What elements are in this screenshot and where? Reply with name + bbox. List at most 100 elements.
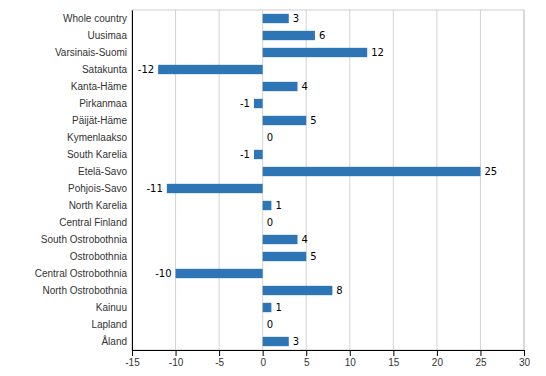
bars <box>158 14 480 346</box>
y-tick: Central Ostrobothnia <box>35 268 132 279</box>
data-label: 3 <box>293 13 299 24</box>
bar <box>263 286 333 295</box>
x-tick-mark <box>132 350 133 356</box>
x-tick: 15 <box>388 350 400 368</box>
bar <box>263 31 315 40</box>
x-tick-mark <box>263 350 264 356</box>
y-tick-label: Kanta-Häme <box>71 81 128 92</box>
y-axis-line <box>132 11 133 351</box>
y-tick-label: Kainuu <box>96 302 127 313</box>
x-tick: 0 <box>260 350 266 368</box>
bar <box>263 14 289 23</box>
x-axis: -15 -10 -5 0 5 10 15 20 25 30 <box>125 350 530 368</box>
bar <box>263 167 481 176</box>
data-label: 1 <box>275 302 281 313</box>
x-tick: 30 <box>519 350 531 368</box>
x-tick: -5 <box>215 350 224 368</box>
x-tick-label: -5 <box>215 357 224 368</box>
bar <box>254 99 263 108</box>
y-tick-label: Etelä-Savo <box>78 166 127 177</box>
bar <box>263 235 298 244</box>
y-tick-label: Pirkanmaa <box>79 98 127 109</box>
y-tick-label: Satakunta <box>82 64 127 75</box>
y-tick: Kanta-Häme <box>71 81 132 92</box>
grid-line <box>219 10 220 350</box>
x-tick-label: 15 <box>388 357 400 368</box>
y-tick: North Ostrobothnia <box>43 285 133 296</box>
data-label: -11 <box>147 183 163 194</box>
y-tick: Uusimaa <box>88 30 132 41</box>
grid-line <box>480 10 481 350</box>
data-label: -10 <box>155 268 171 279</box>
y-tick-label: North Karelia <box>69 200 128 211</box>
y-tick-label: Varsinais-Suomi <box>55 47 127 58</box>
x-tick-label: 5 <box>304 357 310 368</box>
y-tick: Kymenlaakso <box>67 132 132 143</box>
data-label: 4 <box>302 234 308 245</box>
bar <box>254 150 263 159</box>
x-tick-label: 25 <box>475 357 487 368</box>
data-label: -12 <box>138 64 154 75</box>
y-tick: Ostrobothnia <box>70 251 132 262</box>
y-tick-label: Åland <box>101 335 127 347</box>
x-tick-label: 20 <box>432 357 444 368</box>
bar <box>263 303 272 312</box>
y-tick: North Karelia <box>69 200 132 211</box>
y-tick-label: Central Ostrobothnia <box>35 268 128 279</box>
bar <box>263 116 307 125</box>
y-tick: Pohjois-Savo <box>68 183 132 194</box>
bar <box>167 184 263 193</box>
grid-line <box>262 10 263 350</box>
grid <box>132 10 524 350</box>
data-label: 3 <box>293 336 299 347</box>
x-tick-label: -15 <box>125 357 140 368</box>
y-tick: Whole country <box>63 13 132 24</box>
bar <box>262 218 263 227</box>
x-tick-mark <box>176 350 177 356</box>
data-label: 5 <box>310 251 316 262</box>
x-tick: 10 <box>345 350 357 368</box>
x-tick: -15 <box>125 350 140 368</box>
y-tick: Etelä-Savo <box>78 166 132 177</box>
bar <box>263 82 298 91</box>
x-tick-mark <box>219 350 220 356</box>
data-label: 25 <box>484 166 497 177</box>
x-tick: 5 <box>304 350 310 368</box>
y-tick: Åland <box>101 335 132 347</box>
y-tick: Satakunta <box>82 64 132 75</box>
y-tick: Kainuu <box>96 302 132 313</box>
x-tick: 20 <box>432 350 444 368</box>
grid-line <box>393 10 394 350</box>
y-tick: Päijät-Häme <box>72 115 132 126</box>
data-label: -1 <box>240 149 250 160</box>
data-label: -1 <box>240 98 250 109</box>
data-label: 8 <box>336 285 342 296</box>
y-tick-label: Uusimaa <box>88 30 128 41</box>
bar <box>158 65 263 74</box>
data-label: 0 <box>267 132 273 143</box>
y-axis: ÅlandLaplandKainuuNorth OstrobothniaCent… <box>35 11 133 351</box>
x-tick-label: 0 <box>260 357 266 368</box>
bar <box>263 48 368 57</box>
x-tick: 25 <box>475 350 487 368</box>
bar <box>262 320 263 329</box>
grid-line <box>306 10 307 350</box>
grid-line <box>175 10 176 350</box>
bar <box>263 201 272 210</box>
data-labels: 3018-105401-1125-105-14-121263 <box>138 13 497 347</box>
grid-line <box>349 10 350 350</box>
y-tick: Varsinais-Suomi <box>55 47 132 58</box>
y-tick: Central Finland <box>59 217 132 228</box>
x-tick-label: -10 <box>169 357 184 368</box>
data-label: 12 <box>371 47 384 58</box>
bar <box>263 252 307 261</box>
y-tick-label: North Ostrobothnia <box>43 285 128 296</box>
grid-line <box>436 10 437 350</box>
x-tick-label: 10 <box>345 357 357 368</box>
y-tick-label: Whole country <box>63 13 127 24</box>
y-tick: Pirkanmaa <box>79 98 132 109</box>
x-tick-label: 30 <box>519 357 531 368</box>
x-axis-line <box>133 350 525 351</box>
y-tick-label: Central Finland <box>59 217 127 228</box>
bar <box>263 337 289 346</box>
